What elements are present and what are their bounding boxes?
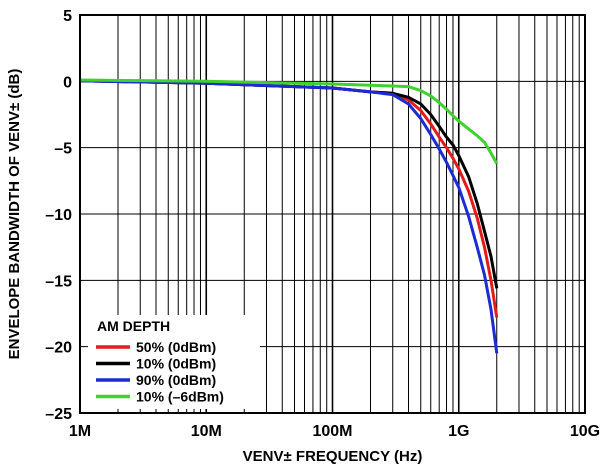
x-tick-label: 1G bbox=[448, 423, 469, 440]
series-lines bbox=[79, 78, 499, 354]
x-tick-label: 100M bbox=[312, 423, 352, 440]
y-axis-label: ENVELOPE BANDWIDTH OF VENV± (dB) bbox=[6, 69, 23, 360]
y-tick-label: –25 bbox=[45, 406, 72, 423]
y-tick-label: –5 bbox=[54, 141, 72, 158]
legend-entry: 90% (0dBm) bbox=[136, 372, 216, 388]
y-tick-label: –10 bbox=[45, 207, 72, 224]
x-tick-label: 1M bbox=[69, 423, 91, 440]
legend-entry: 10% (–6dBm) bbox=[136, 389, 224, 405]
plot-frame bbox=[79, 14, 586, 414]
legend-entry: 10% (0dBm) bbox=[136, 356, 216, 372]
x-axis-label: VENV± FREQUENCY (Hz) bbox=[243, 448, 423, 465]
y-tick-label: 5 bbox=[63, 8, 72, 25]
series-line bbox=[79, 79, 499, 354]
y-tick-label: –20 bbox=[45, 340, 72, 357]
series-line bbox=[79, 78, 499, 165]
tick-labels: 1M 10M 100M 1G 10G 5 0 –5 –10 –15 –20 –25 bbox=[45, 8, 600, 440]
series-line bbox=[79, 79, 499, 289]
y-tick-label: 0 bbox=[63, 74, 72, 91]
legend-title: AM DEPTH bbox=[97, 318, 170, 334]
legend: AM DEPTH 50% (0dBm)10% (0dBm)90% (0dBm)1… bbox=[88, 315, 260, 409]
legend-entry: 50% (0dBm) bbox=[136, 339, 216, 355]
y-tick-label: –15 bbox=[45, 273, 72, 290]
x-tick-label: 10M bbox=[191, 423, 222, 440]
x-tick-label: 10G bbox=[570, 423, 600, 440]
series-line bbox=[79, 79, 499, 318]
